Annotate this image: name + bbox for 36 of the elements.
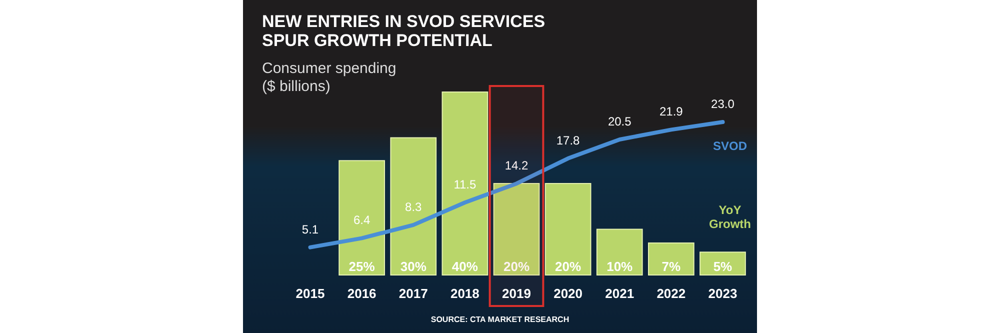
x-tick-label: 2015 [296, 286, 325, 301]
series-label: SVOD [712, 139, 748, 153]
x-tick-label: 2023 [708, 286, 738, 301]
bar [648, 242, 694, 276]
data-label: 11.5 [454, 178, 476, 192]
data-label: 5.1 [302, 222, 319, 236]
x-tick-label: 2022 [656, 286, 686, 301]
data-label: 14.2 [504, 158, 528, 173]
data-label: 5% [713, 259, 733, 274]
x-tick-label: 2018 [450, 286, 480, 301]
series-label: YoY Growth [709, 203, 751, 231]
bar [596, 228, 643, 276]
data-label: 8.3 [405, 200, 422, 214]
data-label: 6.4 [353, 213, 370, 228]
data-label: 21.9 [659, 104, 684, 119]
data-label: 20% [503, 259, 530, 274]
data-label: 20.5 [608, 114, 632, 128]
source-note: SOURCE: CTA MARKET RESEARCH [430, 315, 570, 324]
x-tick-label: 2016 [347, 286, 376, 301]
data-label: 23.0 [711, 97, 735, 111]
x-tick-label: 2020 [554, 286, 583, 301]
bar [700, 252, 746, 276]
data-label: 10% [606, 259, 634, 274]
data-label: 7% [662, 259, 682, 274]
data-label: 20% [555, 259, 582, 274]
chart-subtitle: Consumer spending ($ billions) [262, 60, 396, 95]
x-tick-label: 2017 [398, 286, 428, 301]
data-label: 30% [400, 259, 427, 274]
chart-title: NEW ENTRIES IN SVOD SERVICES SPUR GROWTH POTENTIAL [262, 12, 546, 50]
data-label: 17.8 [556, 133, 580, 148]
data-label: 40% [452, 259, 478, 274]
data-label: 25% [348, 259, 376, 274]
bar [390, 137, 437, 276]
bar [338, 160, 386, 276]
x-tick-label: 2019 [502, 286, 531, 301]
x-tick-label: 2021 [605, 286, 634, 301]
